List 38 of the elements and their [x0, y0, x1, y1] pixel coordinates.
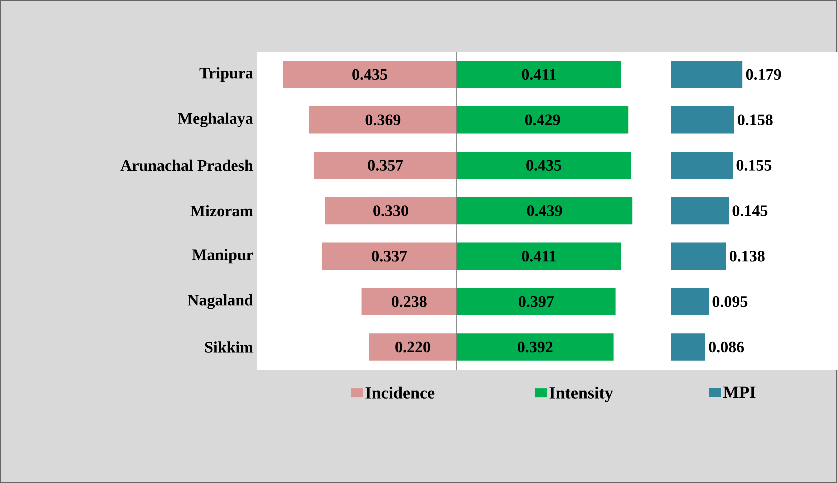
bar [671, 61, 743, 88]
data-label: 0.220 [396, 342, 430, 353]
data-label: 0.435 [352, 69, 388, 80]
data-label: 0.095 [712, 296, 748, 308]
y-tick-label: Tripura [200, 67, 254, 82]
data-label: 0.392 [518, 342, 553, 353]
data-label: 0.330 [374, 206, 408, 216]
bar [671, 242, 726, 270]
data-label: 0.179 [746, 69, 782, 80]
bar [671, 152, 734, 180]
bar [671, 106, 734, 134]
y-tick-label: Manipur [192, 249, 254, 264]
data-label: 0.138 [730, 251, 765, 262]
bar [671, 197, 730, 225]
data-label: 0.439 [527, 206, 562, 216]
y-tick-label: Sikkim [205, 342, 254, 353]
legend-label: Incidence [366, 386, 435, 399]
y-tick-label: Arunachal Pradesh [120, 160, 254, 172]
data-label: 0.337 [372, 251, 408, 262]
data-label: 0.411 [522, 251, 556, 262]
data-label: 0.411 [522, 69, 556, 80]
data-label: 0.435 [526, 160, 562, 171]
bar [671, 288, 710, 316]
data-label: 0.429 [525, 114, 560, 126]
data-label: 0.397 [519, 296, 554, 308]
legend-label: MPI [724, 386, 756, 398]
data-label: 0.145 [732, 206, 768, 216]
y-tick-label: Meghalaya [178, 112, 254, 128]
y-tick-label: Mizoram [190, 205, 254, 217]
data-label: 0.238 [392, 296, 427, 308]
legend-label: Intensity [550, 386, 614, 402]
data-label: 0.086 [709, 342, 744, 353]
y-tick-label: Nagaland [188, 294, 254, 310]
data-label: 0.357 [368, 160, 404, 171]
bar [671, 334, 706, 361]
data-label: 0.369 [366, 114, 401, 126]
data-label: 0.155 [736, 160, 772, 171]
data-label: 0.158 [738, 114, 773, 126]
